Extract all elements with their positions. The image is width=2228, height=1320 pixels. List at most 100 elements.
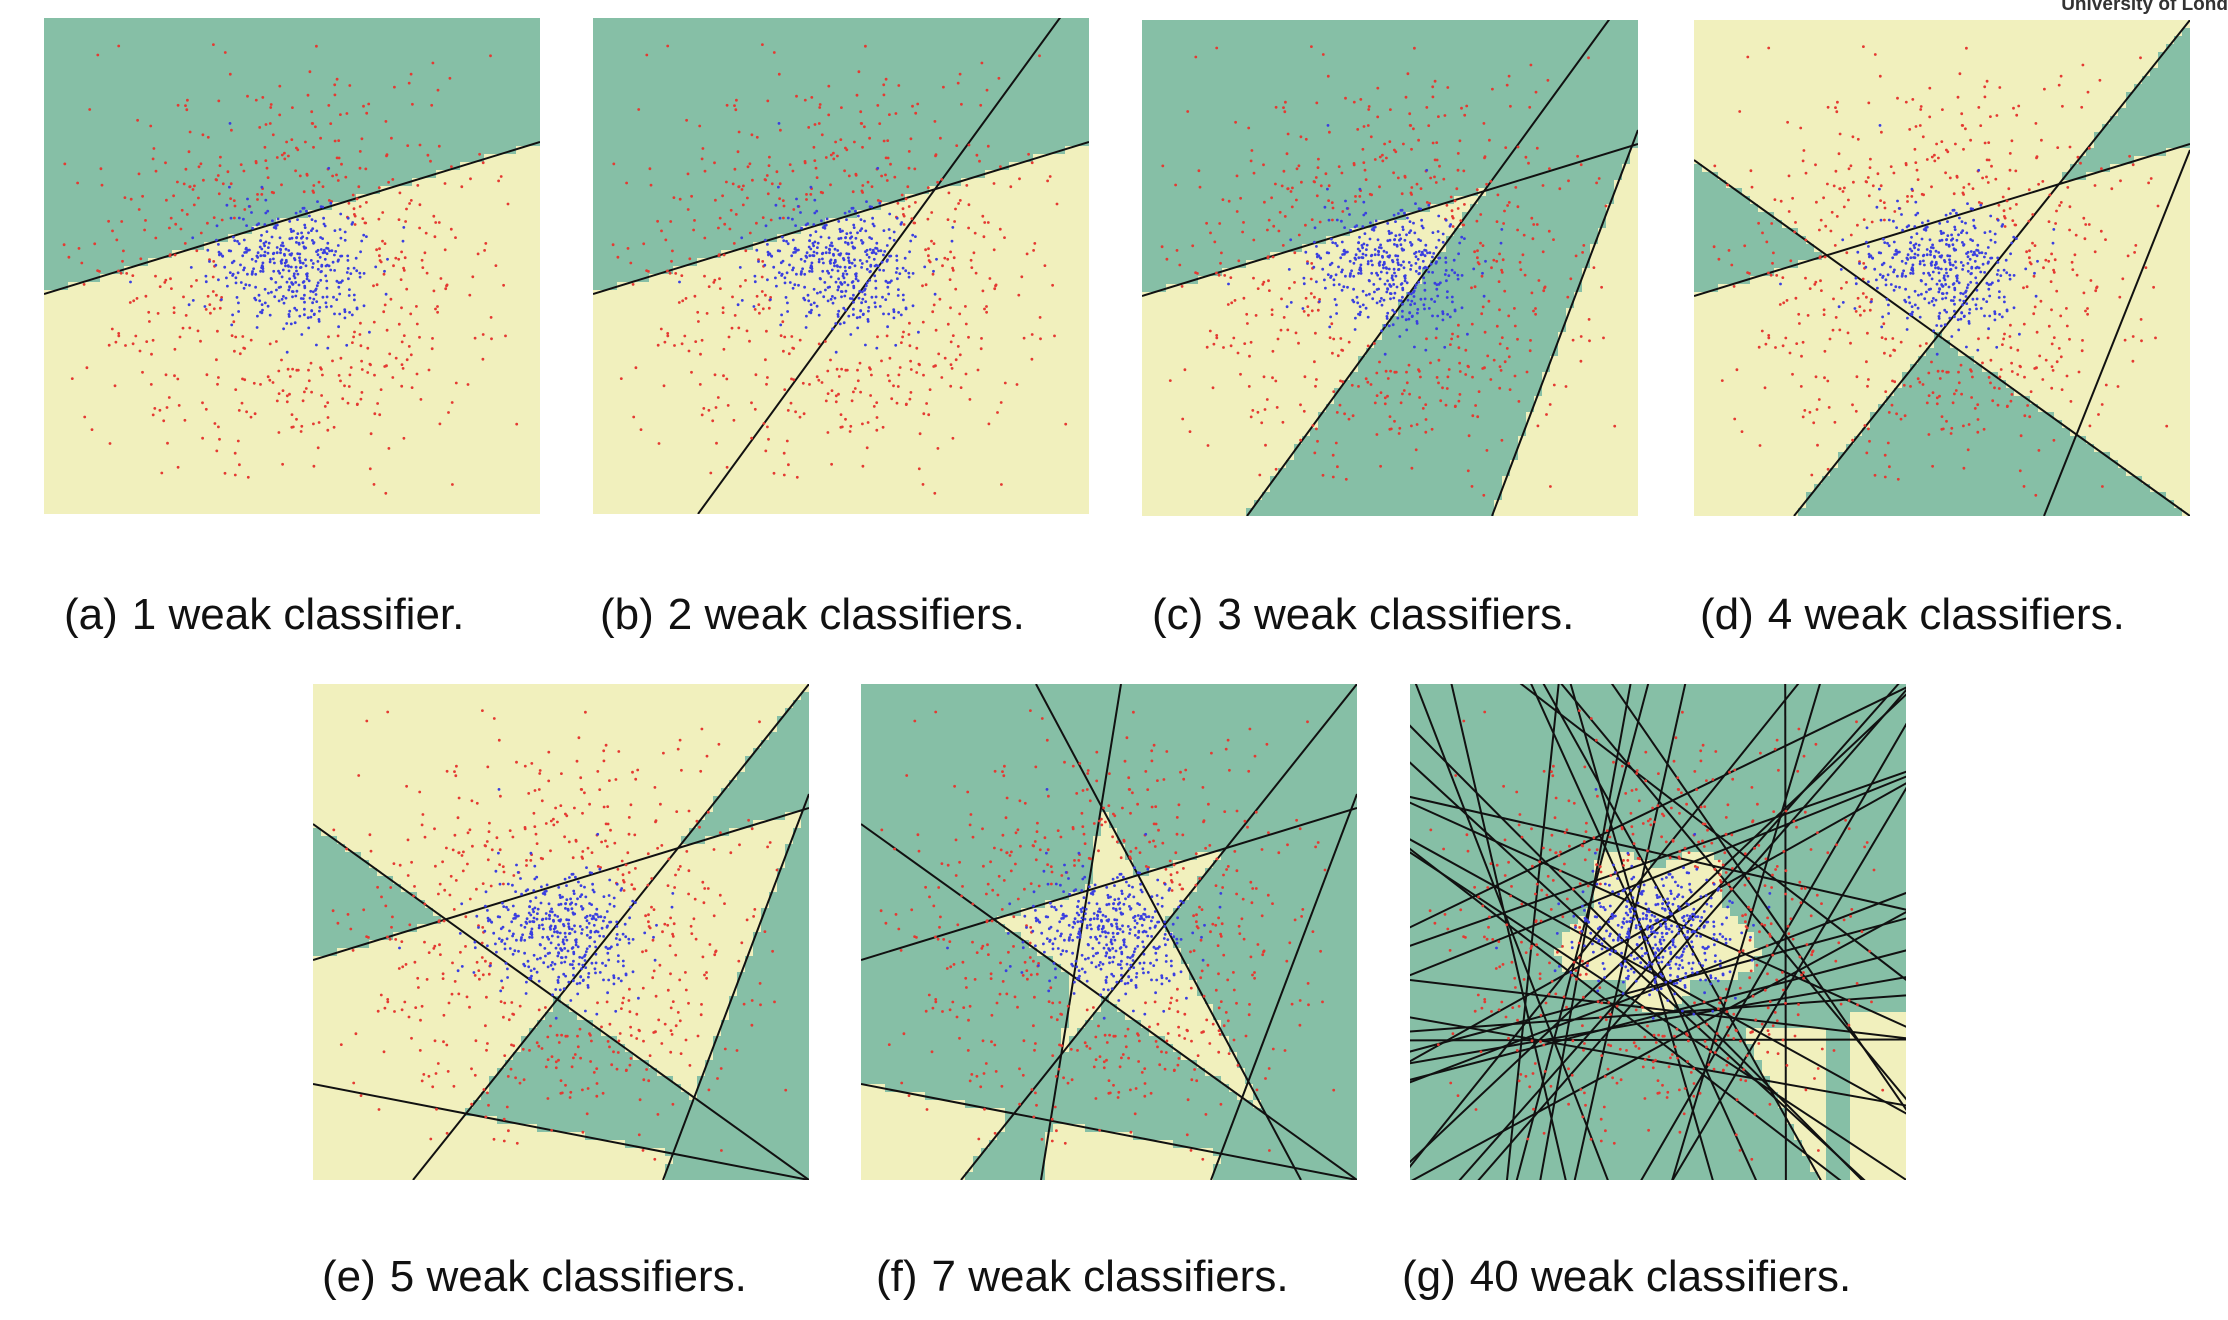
red-point xyxy=(612,1050,615,1054)
blue-point xyxy=(504,962,508,965)
red-point xyxy=(634,867,637,870)
red-point xyxy=(434,307,437,311)
red-point xyxy=(1373,342,1376,345)
red-point xyxy=(1247,126,1251,130)
red-point xyxy=(1242,296,1246,300)
red-point xyxy=(238,463,241,467)
blue-point xyxy=(876,264,880,268)
blue-point xyxy=(1315,280,1318,284)
blue-point xyxy=(1358,313,1362,317)
red-point xyxy=(790,335,794,338)
red-point xyxy=(687,869,691,873)
red-point xyxy=(772,471,776,475)
red-point xyxy=(480,956,484,959)
blue-point xyxy=(1928,238,1932,242)
blue-point xyxy=(809,185,813,189)
blue-point xyxy=(1983,271,1986,274)
red-point xyxy=(2037,449,2041,452)
red-point xyxy=(372,284,375,288)
red-point xyxy=(1168,379,1172,382)
red-point xyxy=(337,139,341,142)
blue-point xyxy=(612,896,616,900)
blue-point xyxy=(300,333,304,336)
blue-point xyxy=(487,919,490,923)
blue-point xyxy=(520,936,523,939)
blue-point xyxy=(1383,262,1386,266)
red-point xyxy=(1064,422,1068,426)
red-point xyxy=(560,772,563,775)
blue-point xyxy=(307,326,311,330)
blue-point xyxy=(1448,315,1452,319)
blue-point xyxy=(275,288,278,292)
blue-point xyxy=(811,254,814,257)
blue-point xyxy=(580,932,583,935)
red-point xyxy=(2009,399,2013,403)
blue-point xyxy=(525,917,529,921)
red-point xyxy=(725,465,729,469)
red-point xyxy=(242,346,246,350)
red-point xyxy=(438,882,442,886)
blue-point xyxy=(932,269,935,273)
red-point xyxy=(884,77,888,81)
red-point xyxy=(1327,199,1330,203)
blue-point xyxy=(1416,308,1420,311)
blue-point xyxy=(1340,240,1344,244)
blue-point xyxy=(1932,329,1935,333)
red-point xyxy=(465,995,469,999)
red-point xyxy=(669,1006,673,1010)
blue-point xyxy=(556,954,560,958)
red-point xyxy=(1508,388,1512,391)
red-point xyxy=(621,873,625,877)
blue-point xyxy=(1965,302,1969,305)
blue-point xyxy=(579,895,582,898)
red-point xyxy=(2084,223,2088,226)
red-point xyxy=(184,314,188,317)
red-point xyxy=(1295,818,1298,822)
red-point xyxy=(162,419,166,423)
red-point xyxy=(1383,396,1387,400)
red-point xyxy=(1214,884,1218,887)
red-point xyxy=(1253,754,1257,758)
red-point xyxy=(514,1076,517,1080)
red-point xyxy=(1222,873,1225,877)
red-point xyxy=(1933,159,1937,163)
red-point xyxy=(1260,421,1264,425)
red-point xyxy=(362,908,366,912)
red-point xyxy=(729,851,733,855)
red-point xyxy=(201,133,205,137)
blue-point xyxy=(670,905,674,909)
red-point xyxy=(1938,394,1941,398)
red-point xyxy=(326,416,330,419)
blue-point xyxy=(874,286,878,290)
red-point xyxy=(1205,221,1208,225)
blue-point xyxy=(836,269,840,273)
red-point xyxy=(1433,158,1437,162)
blue-point xyxy=(867,255,871,259)
blue-point xyxy=(1881,274,1885,278)
red-point xyxy=(1239,372,1242,376)
weak-classifier-boundary xyxy=(1694,143,2190,297)
blue-point xyxy=(2005,308,2009,312)
red-point xyxy=(999,165,1002,169)
red-point xyxy=(1763,386,1767,390)
red-point xyxy=(382,310,386,314)
blue-point xyxy=(1301,307,1305,310)
weak-classifier-boundary xyxy=(412,684,809,1180)
red-point xyxy=(451,961,454,965)
blue-point xyxy=(863,293,867,296)
red-point xyxy=(1940,415,1944,418)
red-point xyxy=(1337,165,1341,169)
red-point xyxy=(931,310,935,314)
blue-point xyxy=(583,959,587,962)
red-point xyxy=(694,340,698,343)
blue-point xyxy=(221,254,225,258)
blue-point xyxy=(842,321,846,325)
blue-point xyxy=(260,247,264,251)
red-point xyxy=(698,825,701,829)
blue-point xyxy=(1410,299,1414,303)
blue-point xyxy=(283,253,286,257)
red-point xyxy=(433,235,437,239)
red-point xyxy=(77,247,81,250)
red-point xyxy=(2029,262,2033,266)
blue-point xyxy=(836,288,840,292)
